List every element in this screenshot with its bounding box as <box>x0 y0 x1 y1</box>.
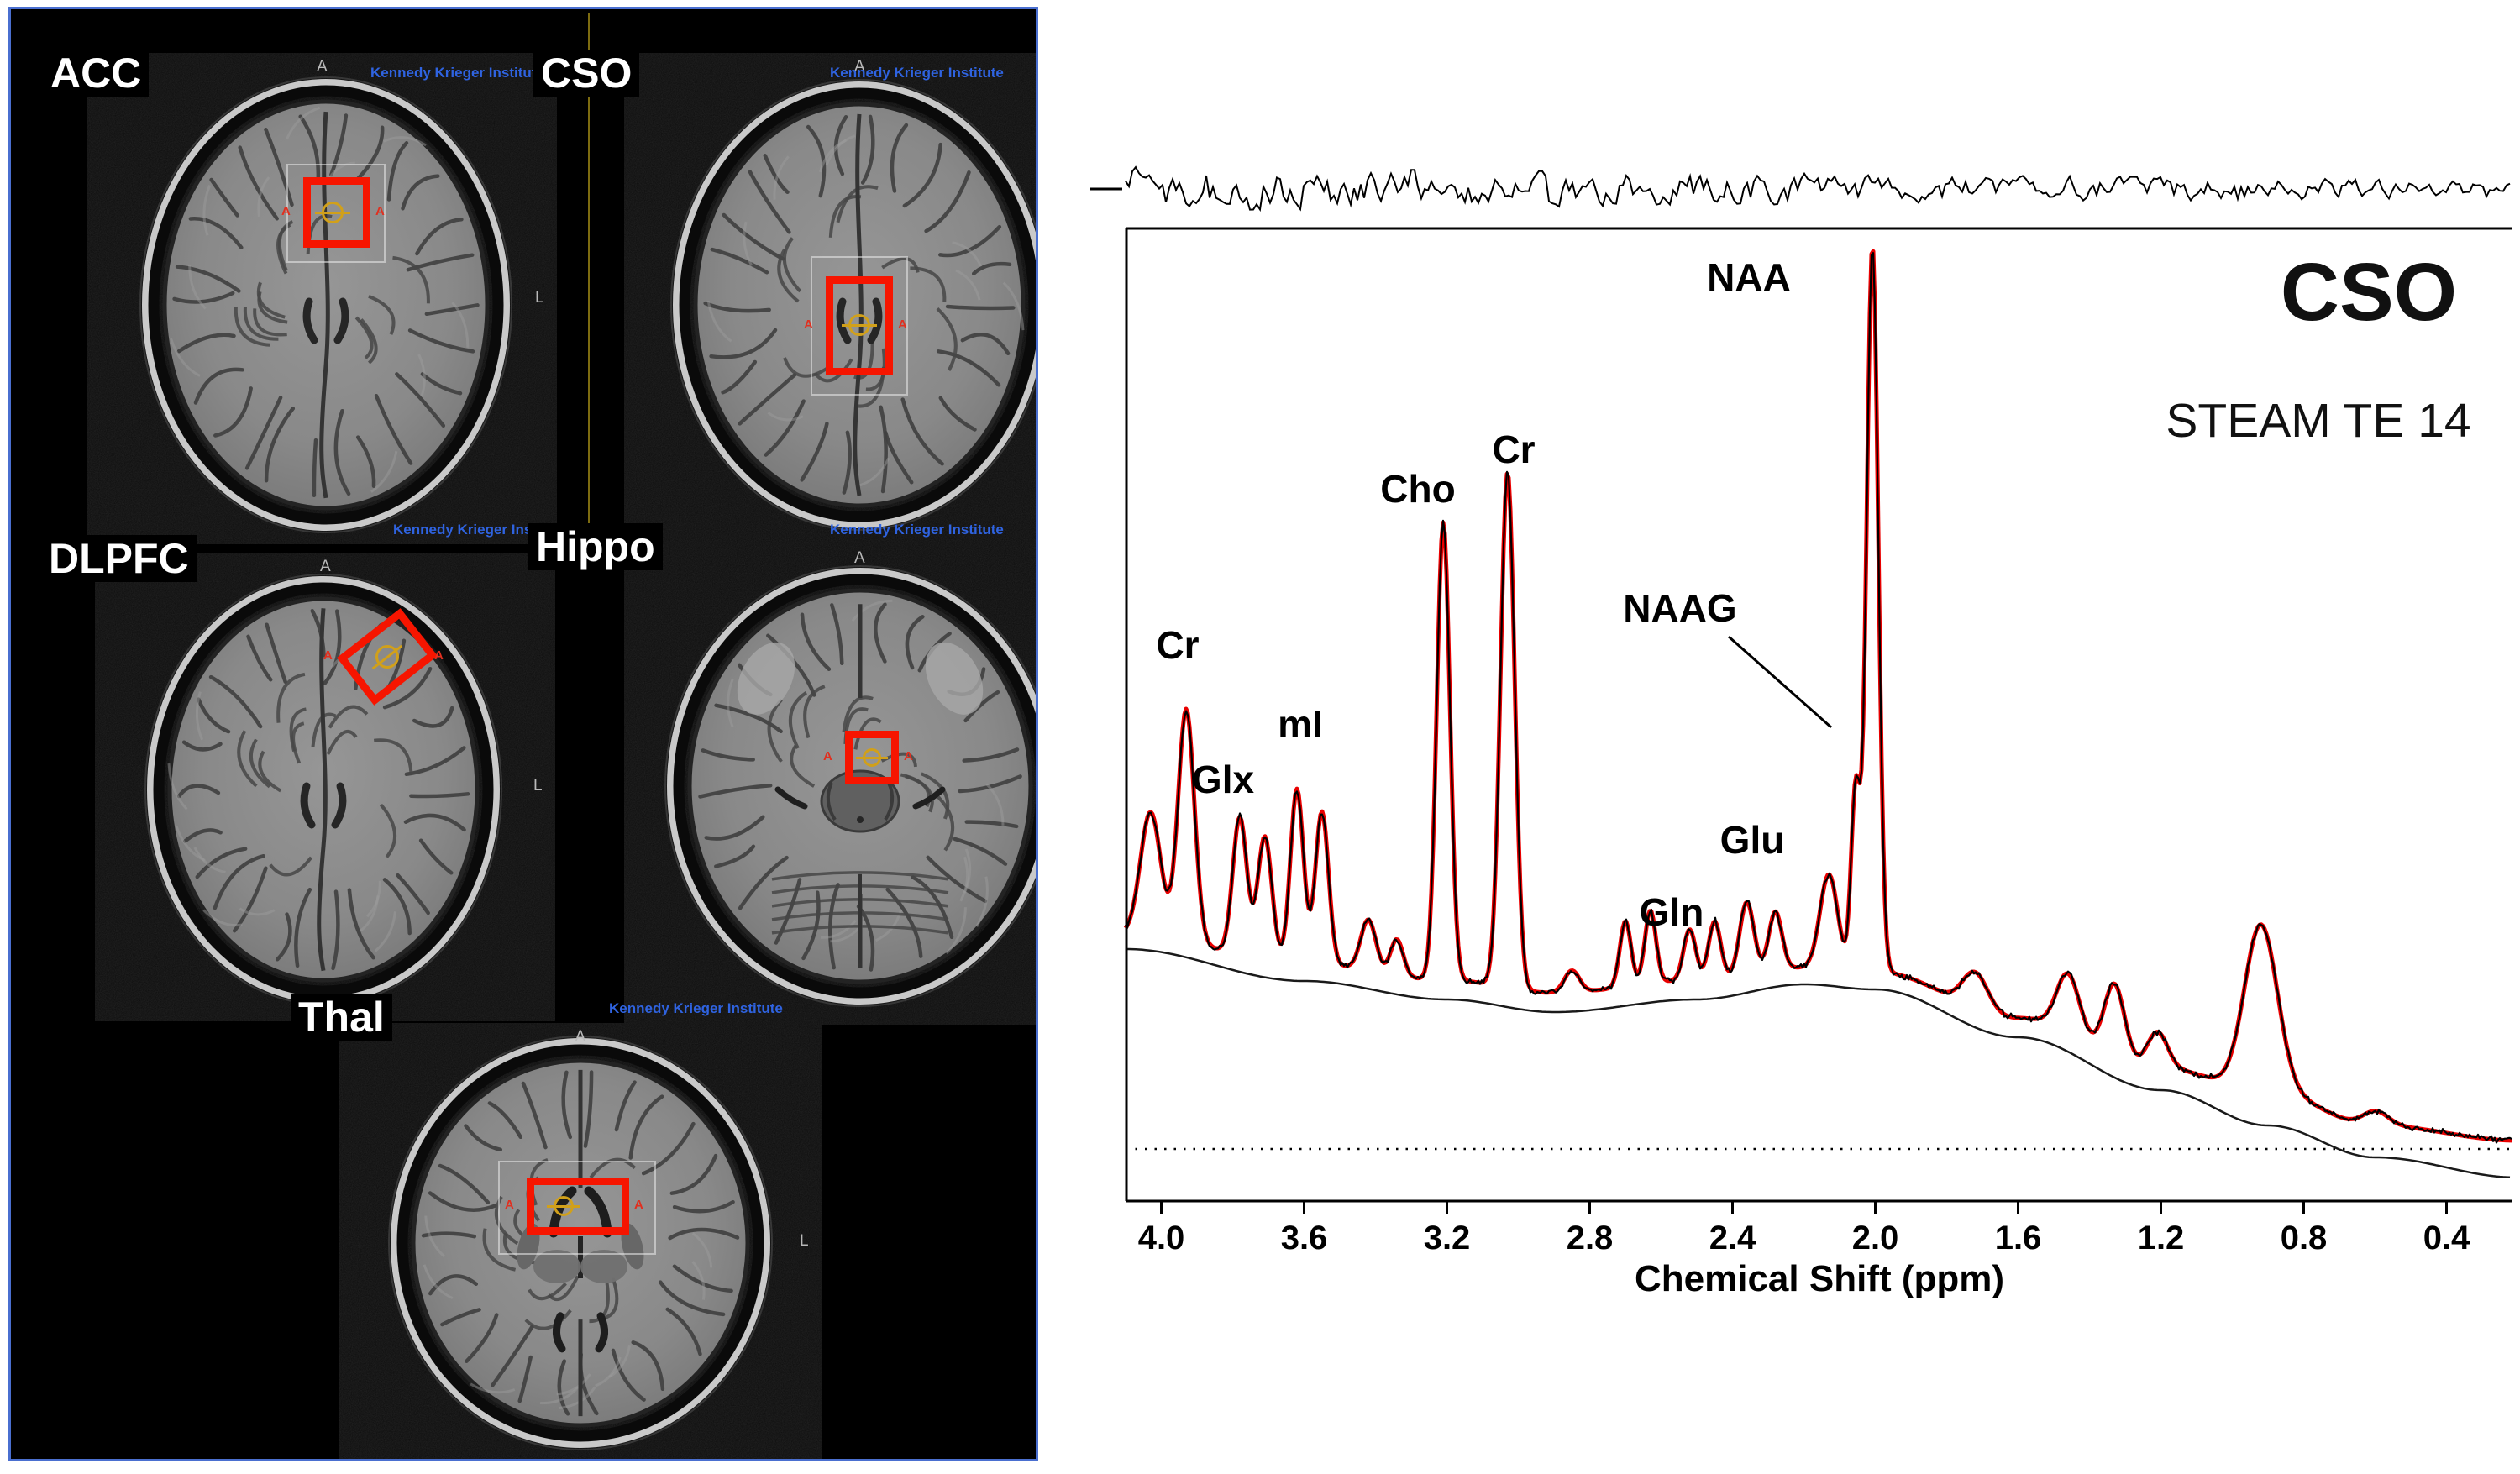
watermark-cso: Kennedy Krieger Institute <box>830 65 1004 81</box>
brain-slice-hippo <box>624 544 1036 1025</box>
x-tick-label-3.2: 3.2 <box>1423 1220 1471 1256</box>
orientation-marker-left: L <box>533 777 543 795</box>
brain-slice-thal <box>339 1023 822 1459</box>
region-label-cso: CSO <box>533 50 640 97</box>
angulation-marker: A <box>281 204 291 218</box>
brain-slice-dlpfc <box>95 553 555 1021</box>
x-tick-label-3.6: 3.6 <box>1280 1220 1328 1256</box>
watermark-dlpfc: Kennedy Krieger Institute <box>393 522 567 538</box>
orientation-marker-anterior: A <box>320 558 331 575</box>
orientation-marker-left: L <box>535 288 544 307</box>
x-tick-label-1.2: 1.2 <box>2137 1220 2185 1256</box>
voxel-center-line <box>856 756 888 759</box>
spectrum-title: CSO <box>2280 246 2458 338</box>
region-label-hippo: Hippo <box>528 523 663 570</box>
spectrum-subtitle: STEAM TE 14 <box>2166 394 2471 448</box>
x-axis-title: Chemical Shift (ppm) <box>1634 1258 2005 1299</box>
press-box-outline <box>811 256 908 396</box>
angulation-marker: A <box>375 204 385 218</box>
voxel-center-line <box>547 1204 580 1208</box>
watermark-hippo: Kennedy Krieger Institute <box>830 522 1004 538</box>
spectrum-fit-line <box>1123 249 2512 1143</box>
x-tick-label-1.6: 1.6 <box>1994 1220 2042 1256</box>
x-tick-label-2: 2.0 <box>1851 1220 1899 1256</box>
voxel-box-acc <box>303 177 370 248</box>
naag-pointer-line <box>1728 635 1832 729</box>
mri-view-acc: A L A A <box>87 53 557 544</box>
angulation-marker: A <box>634 1198 643 1212</box>
watermark-thal: Kennedy Krieger Institute <box>609 1000 783 1016</box>
press-box-outline <box>498 1161 656 1255</box>
voxel-center-line <box>842 323 877 327</box>
orientation-marker-anterior: A <box>854 549 865 567</box>
mri-view-thal: A L A A <box>339 1023 822 1459</box>
region-label-acc: ACC <box>43 50 150 97</box>
orientation-marker-anterior: A <box>317 58 328 76</box>
angulation-marker: A <box>804 317 813 332</box>
x-tick-label-0.4: 0.4 <box>2423 1220 2470 1256</box>
spectrum-data-line <box>1125 252 2512 1144</box>
angulation-marker: A <box>898 317 907 332</box>
region-label-thal: Thal <box>291 994 392 1041</box>
peak-label-Glx: Glx <box>1191 758 1255 801</box>
angulation-marker: A <box>434 648 444 663</box>
angulation-marker: A <box>505 1198 514 1212</box>
residual-trace <box>1125 165 2511 212</box>
baseline-curve <box>1126 947 2511 1179</box>
orientation-marker-anterior: A <box>854 58 865 76</box>
angulation-marker: A <box>904 749 913 763</box>
press-box-outline <box>286 164 386 263</box>
voxel-center-line <box>315 211 350 214</box>
x-tick-label-4: 4.0 <box>1137 1220 1185 1256</box>
peak-label-Cho: Cho <box>1380 467 1456 511</box>
orientation-marker-left: L <box>800 1232 809 1250</box>
peak-label-Cr: Cr <box>1156 623 1200 667</box>
orientation-marker-anterior: A <box>575 1028 586 1046</box>
x-tick-label-2.4: 2.4 <box>1709 1220 1756 1256</box>
voxel-box-thal <box>527 1178 629 1235</box>
voxel-box-hippo <box>845 731 899 784</box>
angulation-marker: A <box>323 648 333 663</box>
region-label-dlpfc: DLPFC <box>41 535 197 582</box>
x-tick-label-0.8: 0.8 <box>2280 1220 2328 1256</box>
watermark-acc: Kennedy Krieger Institute <box>370 65 544 81</box>
peak-label-Glu: Glu <box>1719 818 1785 862</box>
peak-label-NAAG: NAAG <box>1623 586 1737 630</box>
voxel-center-marker <box>375 645 399 669</box>
brain-slice-acc <box>87 53 557 544</box>
peak-label-Gln: Gln <box>1639 890 1704 934</box>
peak-label-mI: mI <box>1278 702 1323 746</box>
reference-line <box>588 13 590 553</box>
mri-view-dlpfc: A L A A <box>95 553 555 1021</box>
x-tick-label-2.8: 2.8 <box>1566 1220 1614 1256</box>
peak-label-NAA: NAA <box>1707 255 1791 299</box>
peak-label-Cr: Cr <box>1492 428 1536 471</box>
voxel-box-cso <box>826 276 893 375</box>
angulation-marker: A <box>823 749 832 763</box>
